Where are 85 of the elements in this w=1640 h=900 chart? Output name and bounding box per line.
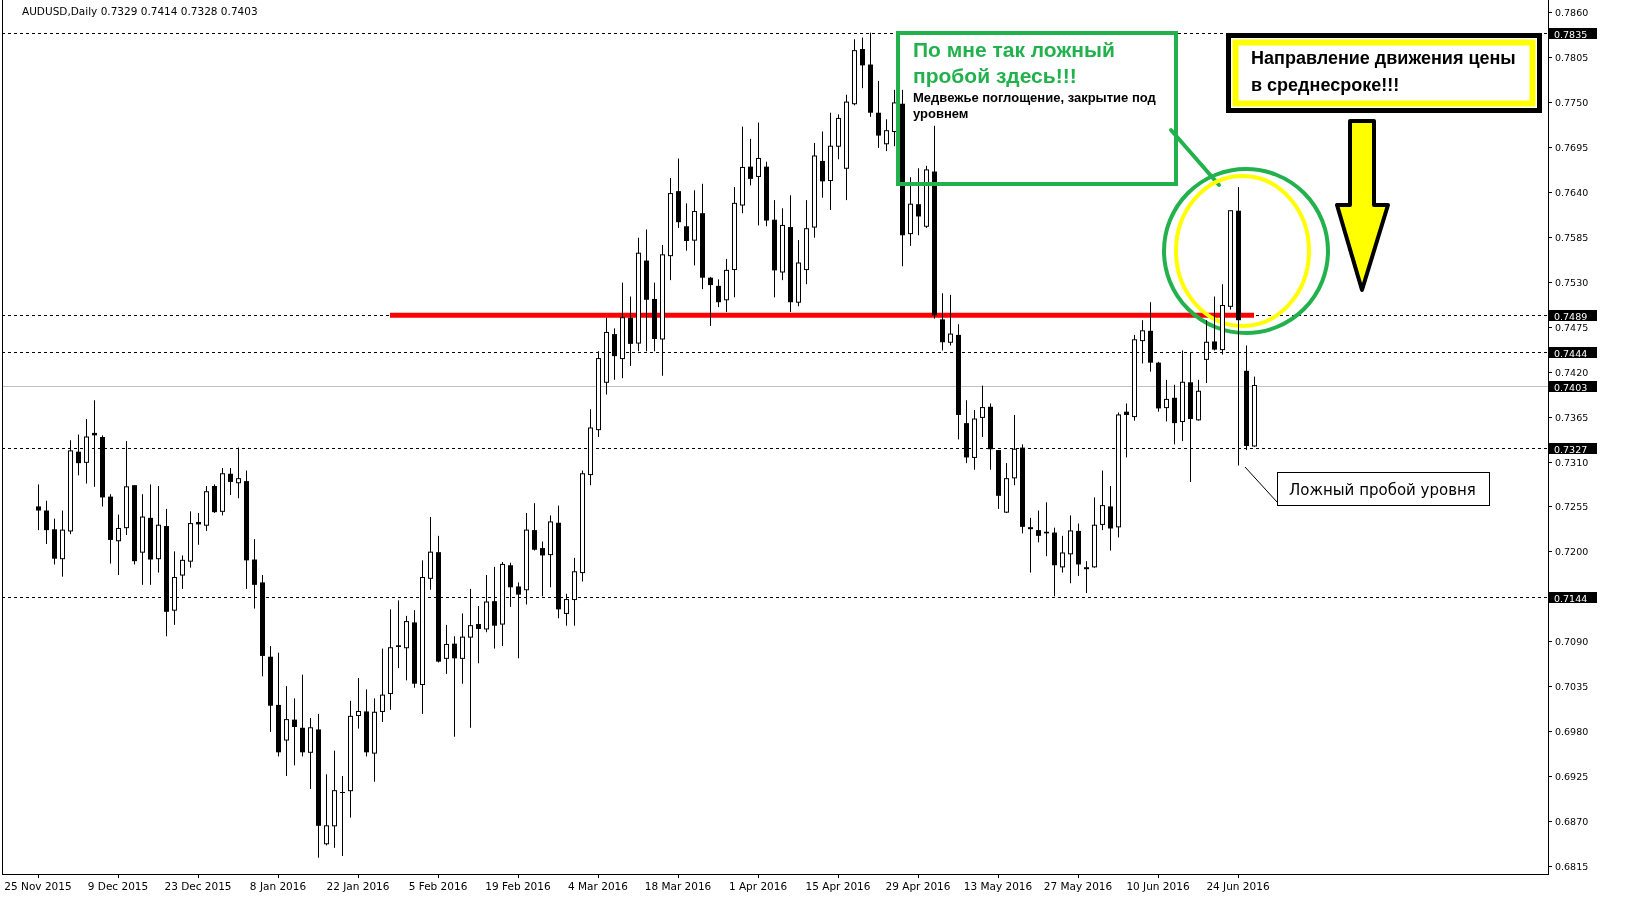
candlestick xyxy=(1108,485,1113,552)
y-tick-label: 0.7750 xyxy=(1555,97,1589,108)
candlestick xyxy=(756,122,761,226)
candlestick xyxy=(860,37,865,89)
candlestick xyxy=(380,648,385,723)
x-tick-label: 1 Apr 2016 xyxy=(728,880,788,892)
y-tick-label: 0.6815 xyxy=(1555,861,1589,872)
candlestick xyxy=(708,276,713,327)
candlestick xyxy=(180,554,185,590)
y-tick-label: 0.7035 xyxy=(1555,681,1589,692)
candlestick xyxy=(1100,469,1105,531)
candlestick xyxy=(532,502,537,552)
x-tick-label: 23 Dec 2015 xyxy=(164,880,232,892)
x-tick-label: 15 Apr 2016 xyxy=(805,880,871,892)
chart-title: AUDUSD,Daily 0.7329 0.7414 0.7328 0.7403 xyxy=(22,5,258,17)
candlestick xyxy=(396,599,401,669)
x-tick-label: 9 Dec 2015 xyxy=(87,880,149,892)
y-tick-label: 0.7365 xyxy=(1555,412,1589,423)
x-tick-label: 19 Feb 2016 xyxy=(485,880,551,892)
y-tick-label: 0.6980 xyxy=(1555,726,1589,737)
y-tick-label: 0.7860 xyxy=(1555,7,1589,18)
candlestick xyxy=(684,202,689,252)
y-tick-label: 0.7200 xyxy=(1555,546,1589,557)
ref-line-label: 0.7444 xyxy=(1554,347,1588,358)
y-tick-label: 0.7695 xyxy=(1555,142,1589,153)
y-tick-label: 0.7420 xyxy=(1555,367,1589,378)
candlestick xyxy=(284,685,289,777)
candlestick xyxy=(324,773,329,846)
candlestick xyxy=(916,167,921,236)
candlestick xyxy=(1028,517,1033,574)
candlestick xyxy=(748,138,753,186)
candlestick xyxy=(444,624,449,675)
candlestick xyxy=(1164,379,1169,422)
candlestick xyxy=(1060,535,1065,574)
candlestick xyxy=(1084,560,1089,594)
text: Ложный пробой уровня xyxy=(1289,481,1476,499)
y-tick-label: 0.7255 xyxy=(1555,501,1589,512)
x-tick-label: 25 Nov 2015 xyxy=(4,880,72,892)
x-tick-label: 5 Feb 2016 xyxy=(408,880,468,892)
y-tick-label: 0.7475 xyxy=(1555,322,1589,333)
candlestick xyxy=(1068,514,1073,584)
y-tick-label: 0.6925 xyxy=(1555,771,1589,782)
x-tick-label: 13 May 2016 xyxy=(963,880,1033,892)
candlestick xyxy=(36,483,41,531)
candlestick xyxy=(292,697,297,766)
x-tick-label: 24 Jun 2016 xyxy=(1206,880,1270,892)
x-tick-label: 10 Jun 2016 xyxy=(1126,880,1190,892)
y-tick-label: 0.7585 xyxy=(1555,232,1589,243)
ref-line-label: 0.7835 xyxy=(1554,28,1588,39)
candlestick xyxy=(476,605,481,664)
y-tick-label: 0.7090 xyxy=(1555,636,1589,647)
annotation: Медвежье поглощение, закрытие под уровнем xyxy=(913,89,1157,121)
ref-line-label: 0.7489 xyxy=(1554,310,1588,321)
candlestick xyxy=(884,118,889,152)
candlestick xyxy=(228,467,233,496)
x-tick-label: 8 Jan 2016 xyxy=(249,880,307,892)
ref-line-label: 0.7144 xyxy=(1554,592,1588,603)
candlestick xyxy=(116,514,121,576)
y-tick-label: 0.6870 xyxy=(1555,816,1589,827)
annotation: По мне так ложный пробой здесь!!! xyxy=(913,38,1115,87)
x-tick-label: 22 Jan 2016 xyxy=(326,880,390,892)
candlestick xyxy=(452,635,457,738)
x-tick-label: 29 Apr 2016 xyxy=(885,880,951,892)
candlestick xyxy=(460,612,465,685)
candlestick xyxy=(980,385,985,438)
x-tick-label: 18 Mar 2016 xyxy=(644,880,712,892)
y-tick-label: 0.7640 xyxy=(1555,187,1589,198)
candlestick xyxy=(1036,510,1041,543)
ref-line-label: 0.7403 xyxy=(1554,381,1588,392)
candlestick xyxy=(940,292,945,351)
x-tick-label: 27 May 2016 xyxy=(1043,880,1113,892)
candlestick xyxy=(1212,296,1217,351)
y-tick-label: 0.7310 xyxy=(1555,457,1589,468)
candlestick xyxy=(356,677,361,730)
y-tick-label: 0.7530 xyxy=(1555,277,1589,288)
candlestick xyxy=(820,131,825,199)
candlestick xyxy=(948,294,953,347)
candlestick xyxy=(44,500,49,545)
y-tick-label: 0.7805 xyxy=(1555,52,1589,63)
annotation: Направление движения цены в среднесроке!!! xyxy=(1251,48,1516,96)
candlestick xyxy=(876,80,881,149)
candlestick xyxy=(339,775,346,857)
ref-line-label: 0.7327 xyxy=(1554,443,1588,454)
x-tick-label: 4 Mar 2016 xyxy=(568,880,629,892)
candlestick xyxy=(716,278,721,308)
